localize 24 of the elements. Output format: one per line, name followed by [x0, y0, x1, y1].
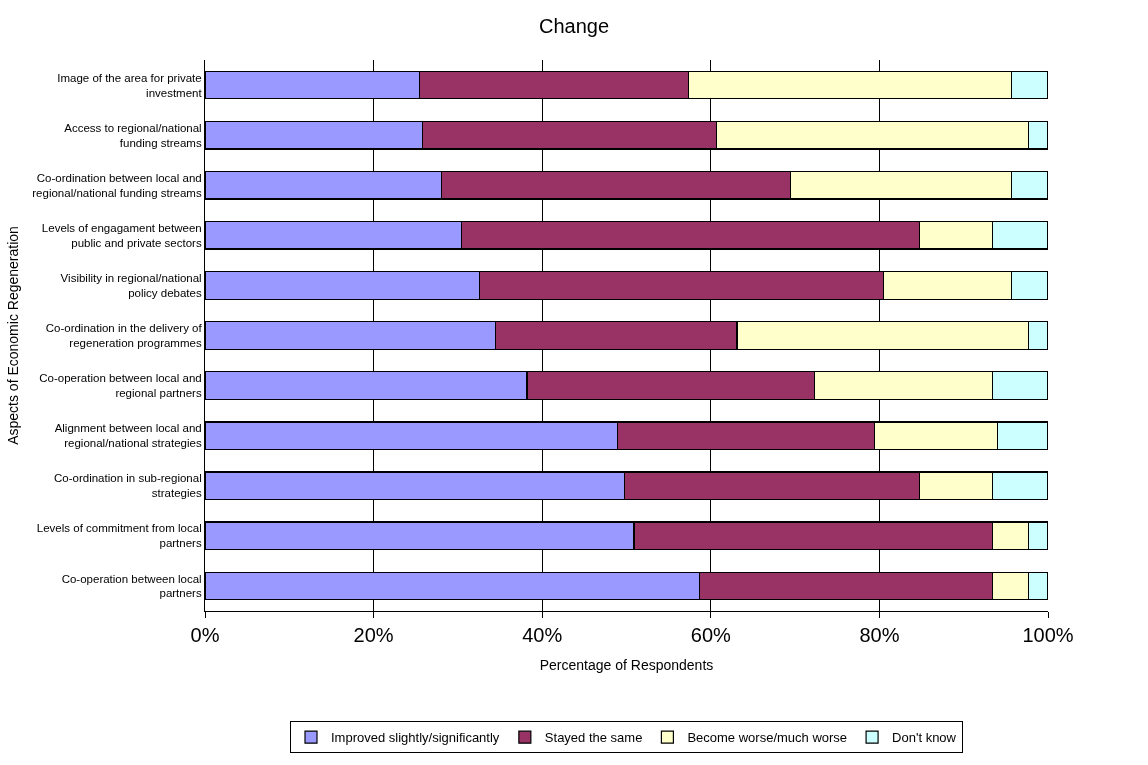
- y-tick-label: Image of the area for private investment: [57, 71, 203, 99]
- y-tick-label: Co-operation between local and regional partners: [39, 372, 202, 400]
- y-tick-label: Alignment between local and regional/national strategies: [54, 422, 202, 450]
- x-tick-label: 40%: [522, 624, 563, 646]
- x-axis-title: Percentage of Respondents: [539, 657, 714, 674]
- legend-label: Don't know: [892, 730, 957, 746]
- y-tick-label: Levels of engagament between public and private sectors: [41, 221, 202, 249]
- x-tick-label: 100%: [1022, 624, 1074, 646]
- x-tick-label: 80%: [859, 624, 900, 646]
- x-tick-label: 0%: [190, 624, 220, 646]
- y-tick-label: Co-operation between local partners: [61, 572, 202, 600]
- y-tick-label: Levels of commitment from local partners: [36, 522, 202, 550]
- y-tick-label: Co-ordination in sub-regional strategies: [54, 472, 202, 500]
- y-tick-label: Co-ordination between local and regional/national funding streams: [32, 171, 202, 199]
- legend-label: Become worse/much worse: [687, 730, 848, 746]
- x-tick-label: 60%: [690, 624, 732, 646]
- y-tick-label: Visibility in regional/national policy debates: [60, 271, 202, 299]
- legend-label: Improved slightly/significantly: [331, 730, 500, 746]
- y-tick-label: Co-ordination in the delivery of regeneration programmes: [45, 322, 203, 349]
- y-axis-title: Aspects of Economic Regeneration: [4, 226, 21, 445]
- y-tick-label: Access to regional/national funding streams: [64, 121, 202, 149]
- chart-title: Change: [538, 15, 610, 38]
- legend-label: Stayed the same: [544, 730, 643, 746]
- x-tick-label: 20%: [353, 624, 394, 646]
